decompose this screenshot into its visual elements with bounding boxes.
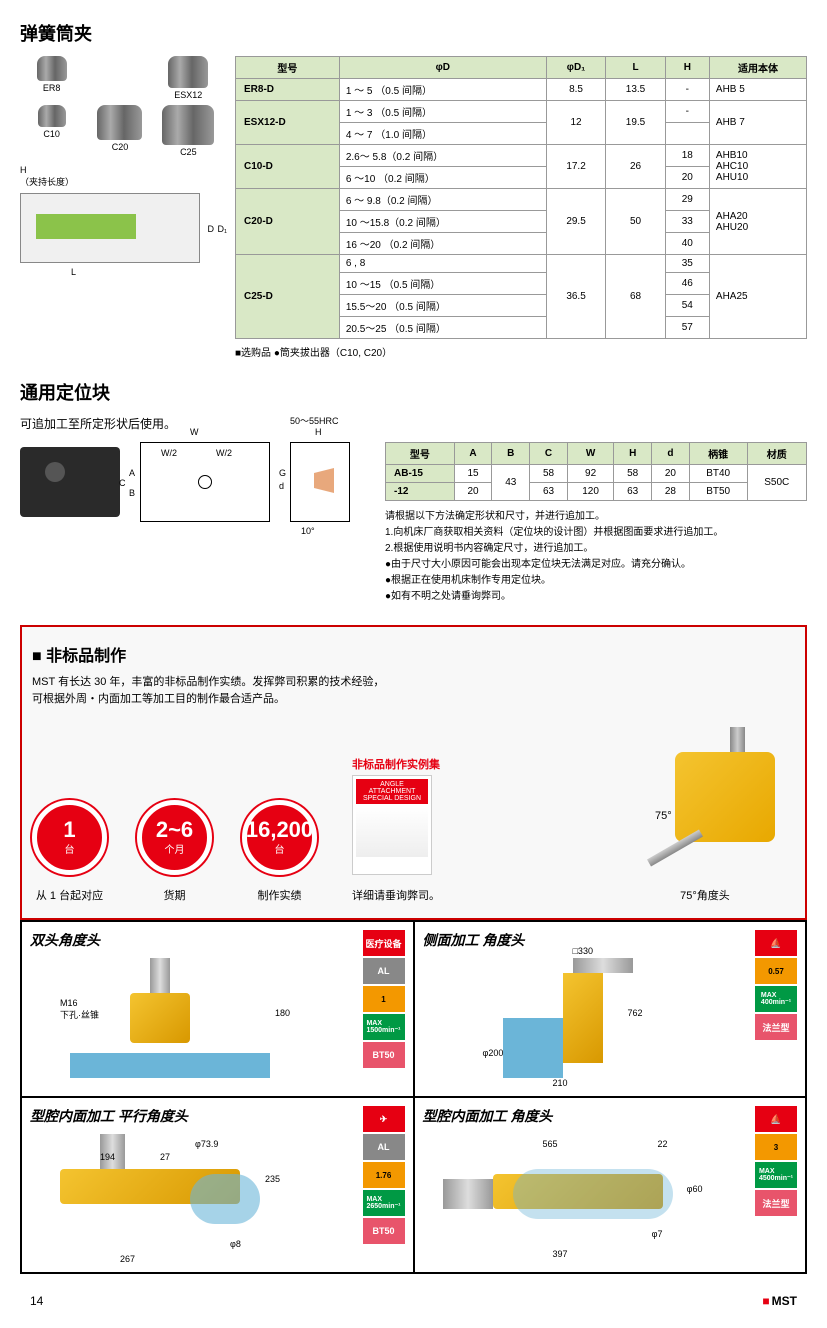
custom-title: 非标品制作: [32, 642, 795, 666]
block-3d: [20, 447, 120, 517]
collet-images: ER8 ESX12 C10 C20 C25 H（夹持长度） D D₁ L: [20, 56, 220, 359]
collet-table-wrap: 型号φDφD₁LH适用本体 ER8-D1 ～ 5 （0.5 间隔）8.513.5…: [235, 56, 807, 359]
block-title: 通用定位块: [20, 379, 807, 405]
example-cell: 双头角度头医疗设备AL1MAX 1500min⁻¹BT50 M16 下孔·丝锥 …: [21, 921, 414, 1097]
collet-title: 弹簧筒夹: [20, 20, 807, 46]
collet-schematic: D D₁ L: [20, 193, 200, 263]
catalog-block: 非标品制作实例集 ANGLE ATTACHMENT SPECIAL DESIGN…: [352, 756, 440, 903]
collet-table: 型号φDφD₁LH适用本体 ER8-D1 ～ 5 （0.5 间隔）8.513.5…: [235, 56, 807, 339]
block-subtitle: 可追加工至所定形状后使用。: [20, 415, 807, 432]
block-table: 型号ABCWHd柄锥材质 AB-15154358925820BT40S50C-1…: [385, 442, 807, 501]
example-cell: 侧面加工 角度头⛵0.57MAX 400min⁻¹法兰型 □330 762 φ2…: [414, 921, 807, 1097]
example-cell: 型腔内面加工 角度头⛵3MAX 4500min⁻¹法兰型 565 22 φ60 …: [414, 1097, 807, 1273]
block-diagrams: W W/2 W/2 A B C 50～55HRC H G d 10°: [20, 442, 350, 522]
example-cell: 型腔内面加工 平行角度头✈AL1.76MAX 2650min⁻¹BT50 194…: [21, 1097, 414, 1273]
examples-grid: 双头角度头医疗设备AL1MAX 1500min⁻¹BT50 M16 下孔·丝锥 …: [20, 920, 807, 1274]
custom-desc: MST 有长达 30 年，丰富的非标品制作实绩。发挥弊司积累的技术经验， 可根据…: [32, 674, 795, 707]
page-number: 14: [30, 1294, 43, 1308]
collet-option-note: ■选购品 ●筒夹拔出器（C10, C20）: [235, 344, 807, 359]
circles-row: 1台从 1 台起对应2~6个月货期16,200台制作实绩: [32, 800, 317, 903]
angle-head-block: 75° 75°角度头: [615, 722, 795, 903]
collet-section: 弹簧筒夹 ER8 ESX12 C10 C20 C25 H（夹持长度） D D₁ …: [20, 20, 807, 359]
block-section: 通用定位块 可追加工至所定形状后使用。 W W/2 W/2 A B C 50～5…: [20, 379, 807, 605]
mst-logo: MST: [762, 1294, 797, 1308]
footer: 14 MST: [20, 1294, 807, 1308]
block-notes: 请根据以下方法确定形状和尺寸，并进行追加工。1.向机床厂商获取相关资料（定位块的…: [385, 509, 807, 605]
custom-section: 非标品制作 MST 有长达 30 年，丰富的非标品制作实绩。发挥弊司积累的技术经…: [20, 625, 807, 920]
